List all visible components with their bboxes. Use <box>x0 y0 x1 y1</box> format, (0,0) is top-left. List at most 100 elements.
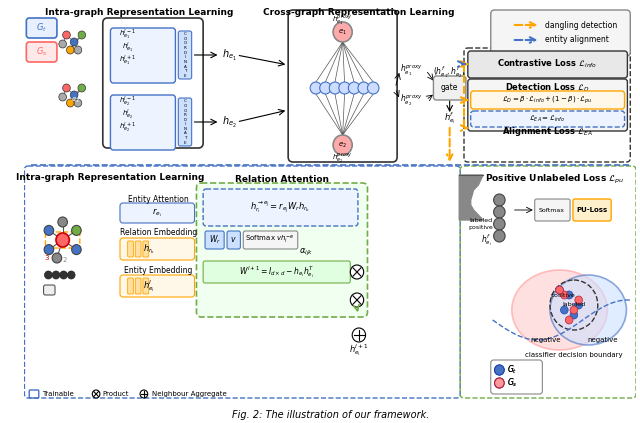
Text: labeled: labeled <box>470 217 493 222</box>
Text: $G_s$: $G_s$ <box>36 46 47 58</box>
Text: $v$: $v$ <box>230 236 237 244</box>
FancyBboxPatch shape <box>127 278 133 294</box>
Text: $G_t$: $G_t$ <box>507 364 517 376</box>
Text: 1: 1 <box>72 247 76 253</box>
Circle shape <box>310 82 322 94</box>
Text: $G_t$: $G_t$ <box>36 22 47 34</box>
Text: gate: gate <box>441 83 458 93</box>
Text: $h_{r_k}$: $h_{r_k}$ <box>143 242 155 256</box>
Text: $h_{e_2}$: $h_{e_2}$ <box>223 115 237 129</box>
FancyBboxPatch shape <box>26 42 57 62</box>
Text: Softmax: Softmax <box>539 208 565 212</box>
Circle shape <box>140 390 148 398</box>
FancyBboxPatch shape <box>464 48 630 162</box>
Circle shape <box>561 291 568 299</box>
Text: $h_{e_1}^{proxy}$: $h_{e_1}^{proxy}$ <box>332 14 353 27</box>
Text: Detection Loss $\mathcal{L}_D$: Detection Loss $\mathcal{L}_D$ <box>505 82 589 94</box>
Circle shape <box>570 306 578 314</box>
FancyBboxPatch shape <box>491 360 542 394</box>
Ellipse shape <box>550 275 627 345</box>
Circle shape <box>493 194 505 206</box>
Circle shape <box>561 306 568 314</box>
Circle shape <box>60 271 67 279</box>
Text: $h_{e_2}^{proxy}$: $h_{e_2}^{proxy}$ <box>332 151 353 165</box>
Circle shape <box>52 253 61 263</box>
Circle shape <box>59 40 67 48</box>
Circle shape <box>556 286 563 294</box>
FancyBboxPatch shape <box>573 199 611 221</box>
Circle shape <box>333 22 352 42</box>
Circle shape <box>70 38 78 46</box>
Text: Cross-graph Representation Learning: Cross-graph Representation Learning <box>263 8 454 17</box>
Text: $\alpha_{ijk}$: $\alpha_{ijk}$ <box>299 247 314 258</box>
Circle shape <box>495 365 504 375</box>
Circle shape <box>556 286 563 294</box>
FancyBboxPatch shape <box>44 285 55 295</box>
Text: $G_t$: $G_t$ <box>507 364 517 376</box>
Circle shape <box>575 296 582 304</box>
Text: Fig. 2: The illustration of our framework.: Fig. 2: The illustration of our framewor… <box>232 410 429 420</box>
Text: Relation Embedding: Relation Embedding <box>120 228 197 237</box>
Text: Product: Product <box>103 391 129 397</box>
Text: dangling detection: dangling detection <box>545 20 618 30</box>
FancyBboxPatch shape <box>127 241 133 257</box>
FancyBboxPatch shape <box>491 10 630 56</box>
FancyBboxPatch shape <box>470 91 625 109</box>
FancyBboxPatch shape <box>205 231 224 249</box>
Circle shape <box>67 271 75 279</box>
FancyBboxPatch shape <box>26 18 57 38</box>
FancyBboxPatch shape <box>111 28 175 83</box>
Circle shape <box>565 291 573 299</box>
FancyBboxPatch shape <box>103 18 203 148</box>
Circle shape <box>367 82 379 94</box>
Circle shape <box>56 233 69 247</box>
Text: classifier decision boundary: classifier decision boundary <box>525 352 623 358</box>
Text: Softmax $vh_i^{-e}$: Softmax $vh_i^{-e}$ <box>245 234 294 246</box>
Text: $h_{e_2}^{l}$: $h_{e_2}^{l}$ <box>122 108 133 122</box>
Text: Intra-graph Representation Learning: Intra-graph Representation Learning <box>16 173 205 182</box>
FancyBboxPatch shape <box>135 278 141 294</box>
Text: negative: negative <box>530 337 561 343</box>
FancyBboxPatch shape <box>203 261 350 283</box>
Text: $\mathcal{L}_{EA} = \mathcal{L}_{info}$: $\mathcal{L}_{EA} = \mathcal{L}_{info}$ <box>529 114 565 124</box>
Text: Entity Attention: Entity Attention <box>128 195 189 204</box>
Circle shape <box>352 328 365 342</box>
FancyBboxPatch shape <box>179 98 191 146</box>
Text: Intra-graph Representation Learning: Intra-graph Representation Learning <box>45 8 234 17</box>
Circle shape <box>74 99 82 107</box>
Text: $e_2$: $e_2$ <box>338 140 347 150</box>
Ellipse shape <box>512 270 607 350</box>
FancyBboxPatch shape <box>203 189 358 226</box>
FancyBboxPatch shape <box>120 238 195 260</box>
Text: $W^{l+1} = I_{d \times d} - h_{e_i} h_{e_i}^T$: $W^{l+1} = I_{d \times d} - h_{e_i} h_{e… <box>239 264 314 280</box>
FancyBboxPatch shape <box>135 241 141 257</box>
Circle shape <box>63 31 70 39</box>
Circle shape <box>350 293 364 307</box>
Circle shape <box>575 301 582 309</box>
Circle shape <box>44 225 54 236</box>
Text: $h_{e_i}^l$: $h_{e_i}^l$ <box>143 278 155 294</box>
Circle shape <box>495 365 504 375</box>
Text: $h_{e_1}^{proxy}$: $h_{e_1}^{proxy}$ <box>400 62 423 78</box>
FancyBboxPatch shape <box>196 183 367 317</box>
Text: $h_{e_2}^{l-1}$: $h_{e_2}^{l-1}$ <box>119 95 136 109</box>
Circle shape <box>358 82 369 94</box>
Text: positive: positive <box>550 292 575 297</box>
Text: labeled: labeled <box>563 302 586 308</box>
Text: negative: negative <box>588 337 618 343</box>
FancyBboxPatch shape <box>468 79 627 131</box>
FancyBboxPatch shape <box>433 76 466 100</box>
FancyBboxPatch shape <box>120 203 195 223</box>
Circle shape <box>495 378 504 388</box>
Text: entity alignment: entity alignment <box>545 36 609 44</box>
Text: $h_{e_i}^f$: $h_{e_i}^f$ <box>444 110 456 126</box>
Circle shape <box>333 135 352 155</box>
Text: $e_1$: $e_1$ <box>70 31 79 41</box>
Circle shape <box>45 271 52 279</box>
Text: Alignment Loss $\mathcal{L}_{EA}$: Alignment Loss $\mathcal{L}_{EA}$ <box>502 126 593 138</box>
Text: C
O
O
R
D
I
N
A
T
E: C O O R D I N A T E <box>183 32 187 78</box>
FancyBboxPatch shape <box>534 199 570 221</box>
Circle shape <box>58 217 67 227</box>
Text: Entity Embedding: Entity Embedding <box>124 266 193 275</box>
Text: $h_{e_2}^{proxy}$: $h_{e_2}^{proxy}$ <box>400 92 423 107</box>
